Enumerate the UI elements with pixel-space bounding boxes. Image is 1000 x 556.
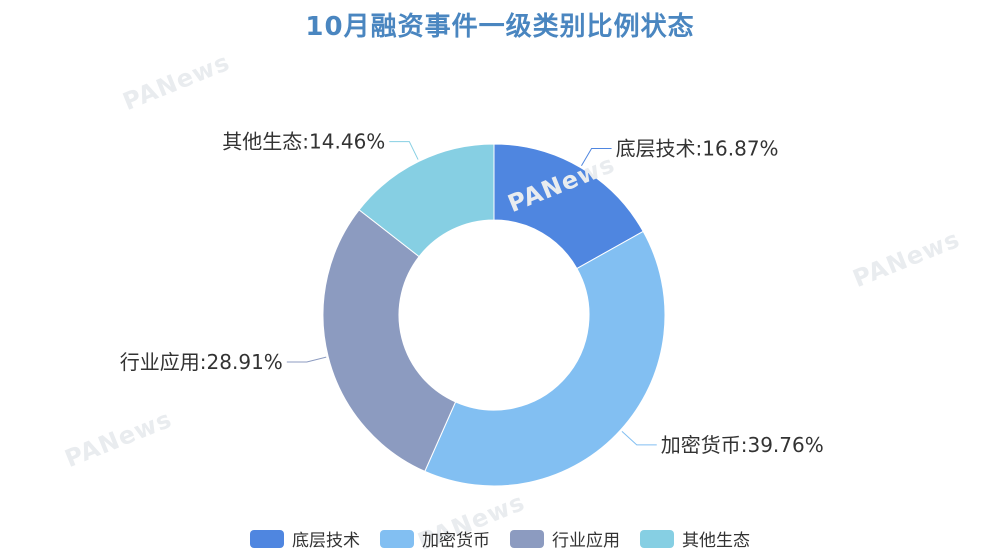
- legend-swatch: [640, 529, 674, 548]
- legend-swatch: [380, 529, 414, 548]
- legend-item[interactable]: 行业应用: [510, 526, 620, 551]
- slice-label: 底层技术:16.87%: [616, 136, 779, 160]
- legend: 底层技术 加密货币 行业应用 其他生态: [0, 526, 1000, 551]
- leader-line: [621, 431, 657, 446]
- legend-item[interactable]: 底层技术: [250, 526, 360, 551]
- legend-label: 底层技术: [292, 531, 360, 551]
- donut-slice[interactable]: [424, 230, 666, 487]
- slices-group: [322, 143, 666, 487]
- donut-slice[interactable]: [322, 209, 457, 473]
- legend-label: 行业应用: [552, 531, 620, 551]
- legend-item[interactable]: 加密货币: [380, 526, 490, 551]
- legend-label: 其他生态: [682, 531, 750, 551]
- donut-slice[interactable]: [358, 143, 495, 258]
- leader-line: [286, 356, 327, 363]
- leader-line: [581, 147, 612, 166]
- legend-swatch: [510, 529, 544, 548]
- slice-label: 其他生态:14.46%: [222, 130, 385, 154]
- leader-line: [389, 141, 419, 160]
- legend-item[interactable]: 其他生态: [640, 526, 750, 551]
- legend-swatch: [250, 529, 284, 548]
- labels-group: 底层技术:16.87% 加密货币:39.76% 行业应用:28.91% 其他生态:14…: [120, 130, 824, 457]
- chart-title: 10月融资事件一级类别比例状态: [305, 12, 695, 42]
- slice-label: 行业应用:28.91%: [120, 350, 283, 374]
- legend-label: 加密货币: [422, 531, 490, 551]
- slice-label: 加密货币:39.76%: [661, 433, 824, 457]
